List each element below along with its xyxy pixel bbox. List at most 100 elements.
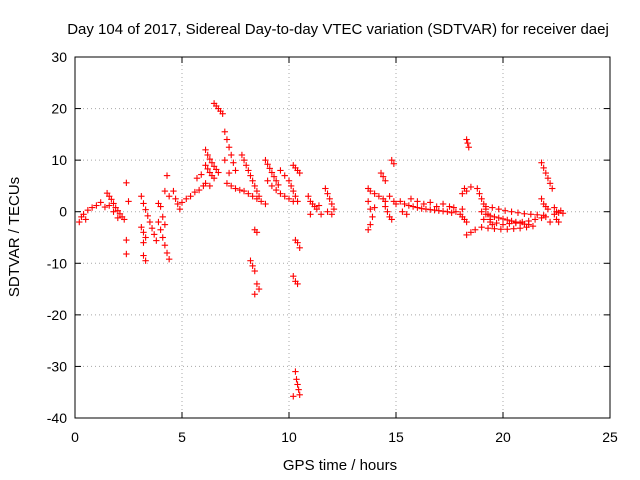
data-point [140, 229, 147, 236]
data-point [305, 193, 312, 200]
data-point [450, 204, 457, 211]
data-point [221, 128, 228, 135]
data-point [407, 195, 415, 203]
data-point [232, 167, 239, 174]
data-point [414, 204, 421, 211]
y-tick-label: 0 [59, 204, 67, 220]
data-point [377, 169, 385, 177]
data-point [268, 169, 276, 176]
data-point [255, 193, 263, 200]
data-point [444, 208, 451, 215]
data-point [546, 180, 554, 187]
data-point [467, 183, 475, 191]
data-point [76, 218, 83, 226]
data-point [501, 207, 509, 214]
data-point [525, 217, 532, 225]
data-point [529, 222, 537, 230]
data-point [504, 226, 511, 233]
data-point [324, 208, 331, 215]
data-point [270, 173, 278, 180]
data-point [484, 225, 492, 232]
data-point [296, 391, 303, 398]
y-tick-label: 20 [51, 101, 67, 117]
data-point [491, 225, 498, 232]
data-point [110, 200, 117, 207]
data-point [549, 185, 556, 192]
data-point [384, 208, 391, 215]
data-point [328, 200, 335, 208]
data-point [253, 229, 261, 236]
data-point [108, 196, 115, 203]
data-point [88, 204, 96, 211]
data-point [497, 226, 505, 233]
data-point [504, 216, 511, 224]
data-point [324, 190, 331, 197]
data-point [486, 212, 494, 220]
data-point [142, 206, 149, 213]
plot-area-frame [74, 56, 611, 419]
data-point [210, 174, 218, 182]
data-point [161, 221, 169, 228]
data-point [555, 218, 562, 226]
data-point [491, 213, 498, 221]
data-point [191, 188, 199, 196]
data-point [144, 212, 151, 220]
data-point [388, 156, 395, 164]
data-point [264, 177, 271, 184]
data-point [285, 177, 293, 184]
data-point [465, 144, 472, 151]
data-point [236, 186, 243, 194]
data-point [223, 180, 231, 187]
data-point [371, 190, 378, 197]
data-point [204, 165, 211, 173]
data-point [489, 204, 496, 211]
data-point [225, 169, 233, 177]
data-point [480, 216, 487, 223]
data-point [290, 272, 297, 280]
data-point [478, 223, 485, 231]
data-point [414, 198, 421, 205]
data-point [268, 182, 276, 190]
data-point [281, 193, 288, 200]
data-point [80, 211, 87, 218]
data-point [281, 172, 288, 179]
data-point [195, 186, 203, 194]
data-point [240, 187, 248, 195]
data-point [516, 225, 524, 232]
data-point [433, 203, 440, 210]
data-point [223, 136, 231, 143]
data-point [221, 156, 228, 164]
data-point [292, 193, 299, 200]
data-point [403, 211, 410, 218]
data-point [328, 211, 335, 218]
data-point [294, 381, 301, 388]
data-point [326, 195, 333, 203]
data-point [204, 151, 211, 159]
data-point [538, 214, 545, 222]
data-point [514, 209, 522, 216]
data-point [294, 280, 301, 288]
data-point [364, 198, 372, 205]
data-point [506, 220, 513, 227]
data-point [287, 182, 295, 190]
data-point [317, 211, 325, 218]
data-point [474, 185, 481, 192]
data-point [399, 208, 406, 215]
y-axis-tick-labels: -40 -30 -20 -10 0 10 20 30 [47, 49, 67, 426]
data-point [243, 162, 250, 169]
data-point [392, 200, 400, 208]
data-point [140, 252, 147, 259]
data-point [464, 139, 471, 147]
data-point [544, 205, 552, 213]
data-point [534, 211, 541, 219]
data-point [97, 199, 104, 206]
data-point [123, 250, 130, 258]
data-point [542, 213, 549, 221]
data-point [140, 200, 147, 207]
data-point [257, 198, 265, 205]
data-point [476, 190, 483, 197]
x-tick-label: 0 [71, 429, 79, 445]
data-point [140, 239, 147, 246]
grid-lines [75, 57, 610, 418]
